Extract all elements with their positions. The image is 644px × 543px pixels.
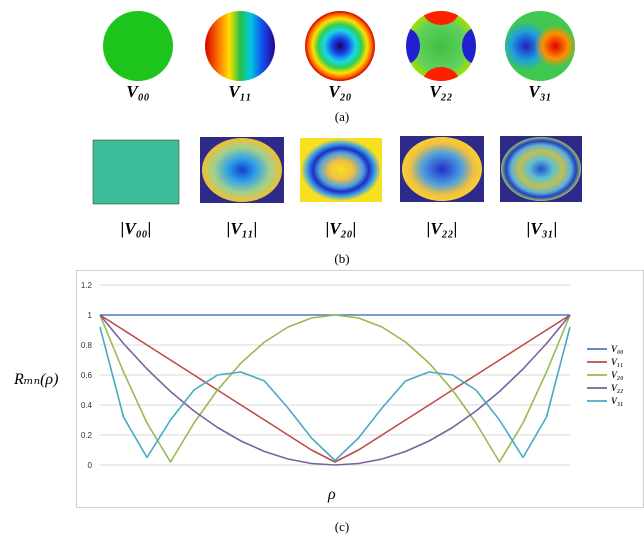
- y-tick-label: 0.4: [81, 401, 93, 410]
- legend-label-v22: V₂₂: [611, 383, 623, 393]
- label-v31: V₃₁: [528, 82, 552, 101]
- legend-label-v00: V₀₀: [611, 344, 623, 354]
- y-axis-label: Rₘₙ(ρ): [14, 371, 59, 388]
- label-v20: V₂₀: [328, 82, 352, 101]
- abs-v20-image: [300, 138, 382, 202]
- y-tick-label: 0.6: [81, 371, 93, 380]
- y-tick-label: 0.2: [81, 431, 93, 440]
- v22-disk: [406, 11, 476, 81]
- series-line-v20: [99, 314, 571, 463]
- series-line-v22: [99, 314, 571, 466]
- abs-v31-image: [500, 136, 582, 202]
- caption-b: (b): [334, 251, 350, 266]
- y-tick-label: 0.8: [81, 341, 93, 350]
- y-tick-label: 1: [88, 311, 93, 320]
- legend-label-v20: V₂₀: [611, 370, 623, 380]
- v00-disk: [103, 11, 173, 81]
- row-a-images: [103, 11, 575, 81]
- label-v11: V₁₁: [228, 82, 252, 101]
- legend-label-v31: V₃₁: [611, 396, 623, 406]
- y-tick-label: 1.2: [81, 281, 93, 290]
- row-b-images: [92, 136, 582, 205]
- v31-disk-right-lobe: [505, 11, 575, 81]
- label-abs-v22: |V₂₂|: [426, 219, 458, 238]
- caption-c: (c): [334, 519, 350, 534]
- series-line-v31: [99, 326, 571, 462]
- abs-v22-image: [400, 136, 484, 202]
- v11-disk: [205, 11, 275, 81]
- y-tick-label: 0: [88, 461, 93, 470]
- series-line-v11: [99, 314, 571, 463]
- label-v22: V₂₂: [429, 82, 453, 101]
- label-abs-v31: |V₃₁|: [526, 219, 558, 238]
- label-v00: V₀₀: [126, 82, 150, 101]
- label-abs-v00: |V₀₀|: [120, 219, 152, 238]
- abs-v11-image: [200, 137, 284, 203]
- abs-v00-image: [92, 139, 180, 205]
- v20-disk: [305, 11, 375, 81]
- x-axis-label: ρ: [328, 486, 336, 503]
- label-abs-v11: |V₁₁|: [226, 219, 258, 238]
- label-abs-v20: |V₂₀|: [325, 219, 357, 238]
- caption-a: (a): [334, 109, 350, 124]
- legend-label-v11: V₁₁: [611, 357, 623, 367]
